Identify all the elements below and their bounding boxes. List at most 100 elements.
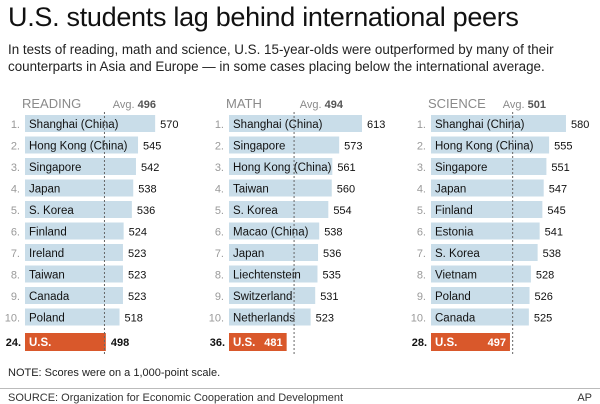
science-country-label: S. Korea xyxy=(435,248,480,260)
credit-line: AP xyxy=(577,392,592,404)
reading-rank-label: 9. xyxy=(11,291,20,303)
math-country-label: Taiwan xyxy=(233,184,269,196)
science-value-label: 541 xyxy=(545,227,563,239)
math-rank-label: 10. xyxy=(209,313,224,325)
reading-panel-title: READING xyxy=(22,96,81,111)
science-bar xyxy=(431,115,566,132)
science-average-label: Avg. 501 xyxy=(503,99,546,111)
science-us-label: U.S. xyxy=(435,337,457,349)
math-bar xyxy=(229,136,340,154)
math-bar xyxy=(229,265,318,283)
reading-us-value: 498 xyxy=(111,337,129,349)
science-panel-title: SCIENCE xyxy=(428,96,486,111)
science-rank-label: 10. xyxy=(411,313,426,325)
footer-divider xyxy=(0,388,600,389)
reading-bar xyxy=(25,115,156,132)
reading-country-label: Singapore xyxy=(29,162,81,174)
math-bar xyxy=(229,244,319,261)
reading-value-label: 542 xyxy=(141,162,159,174)
math-rank-label: 5. xyxy=(215,205,224,217)
science-us-value: 497 xyxy=(488,337,506,349)
reading-rank-label: 3. xyxy=(11,162,20,174)
science-bar xyxy=(431,158,547,175)
science-value-label: 526 xyxy=(535,291,553,303)
science-bar xyxy=(431,308,529,326)
math-bar xyxy=(229,158,333,175)
reading-value-label: 523 xyxy=(128,291,146,303)
math-country-label: Hong Kong (China) xyxy=(233,162,332,174)
science-country-label: Hong Kong (China) xyxy=(435,141,534,153)
math-bar xyxy=(229,201,329,218)
science-rank-label: 2. xyxy=(417,141,426,153)
reading-country-label: Finland xyxy=(29,227,67,239)
chart-subtitle: In tests of reading, math and science, U… xyxy=(8,42,554,74)
math-us-rank: 36. xyxy=(210,337,225,349)
science-rank-label: 6. xyxy=(417,227,426,239)
reading-value-label: 523 xyxy=(128,270,146,282)
math-value-label: 613 xyxy=(367,119,385,131)
science-us-bar xyxy=(431,333,510,351)
math-rank-label: 3. xyxy=(215,162,224,174)
science-rank-label: 5. xyxy=(417,205,426,217)
science-value-label: 551 xyxy=(551,162,569,174)
math-value-label: 523 xyxy=(316,313,334,325)
reading-rank-label: 7. xyxy=(11,248,20,260)
science-value-label: 580 xyxy=(571,119,589,131)
math-rank-label: 9. xyxy=(215,291,224,303)
footnote: NOTE: Scores were on a 1,000-point scale… xyxy=(8,367,221,379)
math-rank-label: 4. xyxy=(215,184,224,196)
reading-bar xyxy=(25,265,123,283)
reading-value-label: 518 xyxy=(125,313,143,325)
reading-value-label: 524 xyxy=(129,227,147,239)
reading-country-label: Hong Kong (China) xyxy=(29,141,128,153)
reading-country-label: Canada xyxy=(29,291,70,303)
math-value-label: 573 xyxy=(344,141,362,153)
reading-rank-label: 8. xyxy=(11,270,20,282)
science-value-label: 545 xyxy=(547,205,565,217)
reading-bar xyxy=(25,287,123,304)
reading-us-bar xyxy=(25,333,106,351)
reading-rank-label: 10. xyxy=(5,313,20,325)
reading-value-label: 536 xyxy=(137,205,155,217)
reading-us-rank: 24. xyxy=(6,337,21,349)
reading-country-label: Ireland xyxy=(29,248,64,260)
science-value-label: 528 xyxy=(536,270,554,282)
science-bar xyxy=(431,136,550,154)
math-value-label: 535 xyxy=(322,270,340,282)
science-bar xyxy=(431,179,544,197)
math-value-label: 560 xyxy=(337,184,355,196)
reading-country-label: Poland xyxy=(29,313,65,325)
science-country-label: Finland xyxy=(435,205,473,217)
science-bar xyxy=(431,265,531,283)
reading-value-label: 523 xyxy=(128,248,146,260)
math-bar xyxy=(229,179,332,197)
science-value-label: 547 xyxy=(549,184,567,196)
reading-country-label: Japan xyxy=(29,184,60,196)
science-rank-label: 1. xyxy=(417,119,426,131)
math-value-label: 538 xyxy=(324,227,342,239)
science-rank-label: 8. xyxy=(417,270,426,282)
science-country-label: Vietnam xyxy=(435,270,477,282)
math-rank-label: 2. xyxy=(215,141,224,153)
reading-rank-label: 6. xyxy=(11,227,20,239)
math-panel-title: MATH xyxy=(226,96,262,111)
math-rank-label: 6. xyxy=(215,227,224,239)
science-country-label: Poland xyxy=(435,291,471,303)
reading-rank-label: 2. xyxy=(11,141,20,153)
math-average-label: Avg. 494 xyxy=(300,99,344,111)
math-value-label: 561 xyxy=(337,162,355,174)
science-country-label: Shanghai (China) xyxy=(435,119,525,131)
science-country-label: Canada xyxy=(435,313,476,325)
science-country-label: Japan xyxy=(435,184,466,196)
math-country-label: Liechtenstein xyxy=(233,270,301,282)
math-rank-label: 8. xyxy=(215,270,224,282)
science-rank-label: 7. xyxy=(417,248,426,260)
math-value-label: 554 xyxy=(333,205,351,217)
math-bar xyxy=(229,308,311,326)
math-us-bar xyxy=(229,333,287,351)
chart-title: U.S. students lag behind international p… xyxy=(8,2,519,32)
reading-bar xyxy=(25,308,120,326)
reading-value-label: 545 xyxy=(143,141,161,153)
science-value-label: 525 xyxy=(534,313,552,325)
